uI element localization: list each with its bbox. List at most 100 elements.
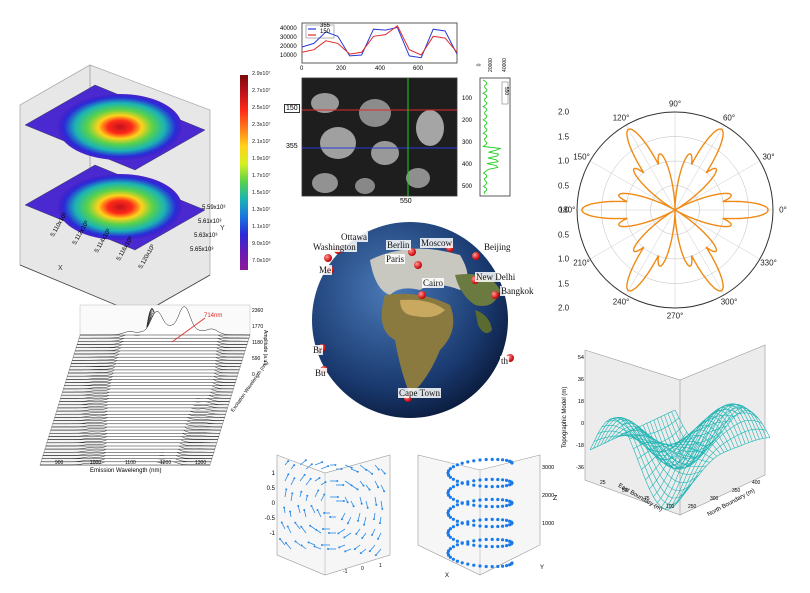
image-profile-panel: 355 150 40000 30000 20000 10000 0 200 40… xyxy=(280,18,530,218)
city-label: Cairo xyxy=(422,278,444,288)
city-label: Berlin xyxy=(386,240,411,250)
vector-arrowhead xyxy=(350,466,353,469)
helix-point xyxy=(510,461,514,465)
helix-point xyxy=(447,509,451,513)
city-label: Bu xyxy=(314,368,327,378)
waterfall-x-label: Emission Wavelength (nm) xyxy=(90,468,162,474)
profile-right-legend: 550 xyxy=(503,86,510,96)
waterfall-zticks: 2360 1770 1180 590 0 xyxy=(252,308,272,398)
vector-arrowhead xyxy=(294,521,297,524)
helix-point xyxy=(451,545,455,549)
vector-arrow xyxy=(297,505,301,514)
colorbar-label: 1.9x10⁷ xyxy=(252,156,271,162)
vector-arrowhead xyxy=(368,488,371,491)
profile-ytick: 10000 xyxy=(280,53,297,59)
vector-arrow xyxy=(303,509,307,518)
vector-arrow xyxy=(284,489,287,498)
wireframe-yticks: 250 300 350 400 xyxy=(688,480,768,520)
profile-legend-150: 150 xyxy=(320,29,331,35)
helix3d-ztick: 3000 xyxy=(542,465,555,471)
waterfall-ztick: 1180 xyxy=(252,340,263,346)
helix-point xyxy=(451,525,455,529)
vector-arrowhead xyxy=(355,532,358,535)
city-label: Washington xyxy=(312,242,357,252)
profile-series-150 xyxy=(301,24,458,56)
helix-point xyxy=(496,504,500,509)
vector-arrow xyxy=(299,459,307,466)
city-label: Cape Town xyxy=(398,388,441,398)
vector3d-panel: 1 0.5 0 -0.5 -1 -1 0 1 xyxy=(255,445,405,585)
vector-arrowhead xyxy=(383,472,386,475)
city-marker xyxy=(506,354,514,362)
city-label: Br xyxy=(312,345,323,355)
helix-point xyxy=(460,521,464,525)
vector-arrow xyxy=(374,480,379,488)
polar-r-tick: 0.5 xyxy=(558,181,570,190)
helix-point xyxy=(466,562,470,566)
helix-point xyxy=(455,503,459,507)
polar-angle-label: 90° xyxy=(668,99,682,109)
wireframe-line xyxy=(671,407,767,453)
helix-point xyxy=(508,563,512,567)
city-marker xyxy=(418,291,426,299)
waterfall-panel: 714nm Emission Wavelength (nm) 900 1000 … xyxy=(20,300,280,480)
waterfall-xtick: 1000 xyxy=(90,460,102,466)
vector-arrowhead xyxy=(283,506,286,509)
helix-point xyxy=(448,467,452,471)
helix-point xyxy=(496,537,500,542)
wireframe-ztick: -36 xyxy=(576,465,584,471)
vector3d-ytick: 0 xyxy=(271,501,275,507)
helix-point xyxy=(466,480,470,484)
polar-angle-label: 210° xyxy=(573,258,590,268)
helix-point xyxy=(448,555,452,559)
colorbar-strip xyxy=(240,75,248,270)
helix-point xyxy=(466,460,470,464)
polar-grid-spoke xyxy=(674,160,760,211)
globe-panel: Ottawa Washington Berlin Moscow Beijing Paris… xyxy=(300,220,535,420)
wireframe-xtick: 75 xyxy=(644,496,650,502)
helix3d-panel: Z 3000 2000 1000 X Y xyxy=(410,445,560,585)
vector-arrowhead xyxy=(361,536,364,539)
helix-point xyxy=(496,457,500,462)
helix-point xyxy=(490,517,494,521)
vector-arrowhead xyxy=(304,459,307,462)
helix-point xyxy=(447,469,451,473)
wireframe-zticks: 54 36 18 0 -18 -36 xyxy=(570,355,584,475)
helix-point xyxy=(490,537,494,541)
profile-bottom-label: 550 xyxy=(400,198,412,205)
wireframe-ztick: 54 xyxy=(577,355,584,361)
helix-point xyxy=(466,540,470,544)
helix-point xyxy=(490,457,494,461)
helix-point xyxy=(447,529,451,533)
helix3d-plot xyxy=(417,454,541,576)
vector-arrowhead xyxy=(329,516,332,518)
vector-arrow xyxy=(350,484,358,490)
helix-point xyxy=(496,524,500,529)
vector-arrow xyxy=(375,548,382,556)
vector-arrowhead xyxy=(340,468,343,470)
colorbar-label: 7.0x10⁶ xyxy=(252,258,271,264)
helix-point xyxy=(448,535,452,539)
polar-angle-label: 0° xyxy=(779,205,787,215)
polar-r-tick: 0.0 xyxy=(558,205,570,215)
helix-point xyxy=(490,477,494,481)
vector-arrowhead xyxy=(343,536,346,539)
polar-outer-ring xyxy=(576,111,774,309)
polar-r-tick: 0.5 xyxy=(558,230,570,239)
vector-arrow xyxy=(305,463,313,470)
vector-arrow xyxy=(345,548,352,552)
helix-point xyxy=(505,544,509,548)
vector-arrow xyxy=(379,516,382,524)
waterfall-xtick: 900 xyxy=(55,460,64,466)
city-label: Paris xyxy=(385,254,405,264)
vector3d-yticks: 1 0.5 0 -0.5 -1 xyxy=(261,471,275,561)
vector-arrowhead xyxy=(321,544,324,546)
helix-point xyxy=(496,564,500,569)
wireframe-xtick: 25 xyxy=(600,480,606,486)
profile-right-ytick: 100 xyxy=(462,96,473,102)
vector-arrowhead xyxy=(368,550,371,553)
waterfall-xtick: 1100 xyxy=(125,460,136,466)
vector-arrowhead xyxy=(342,500,345,502)
vector-arrow xyxy=(290,478,295,486)
vector-arrowhead xyxy=(372,518,375,521)
